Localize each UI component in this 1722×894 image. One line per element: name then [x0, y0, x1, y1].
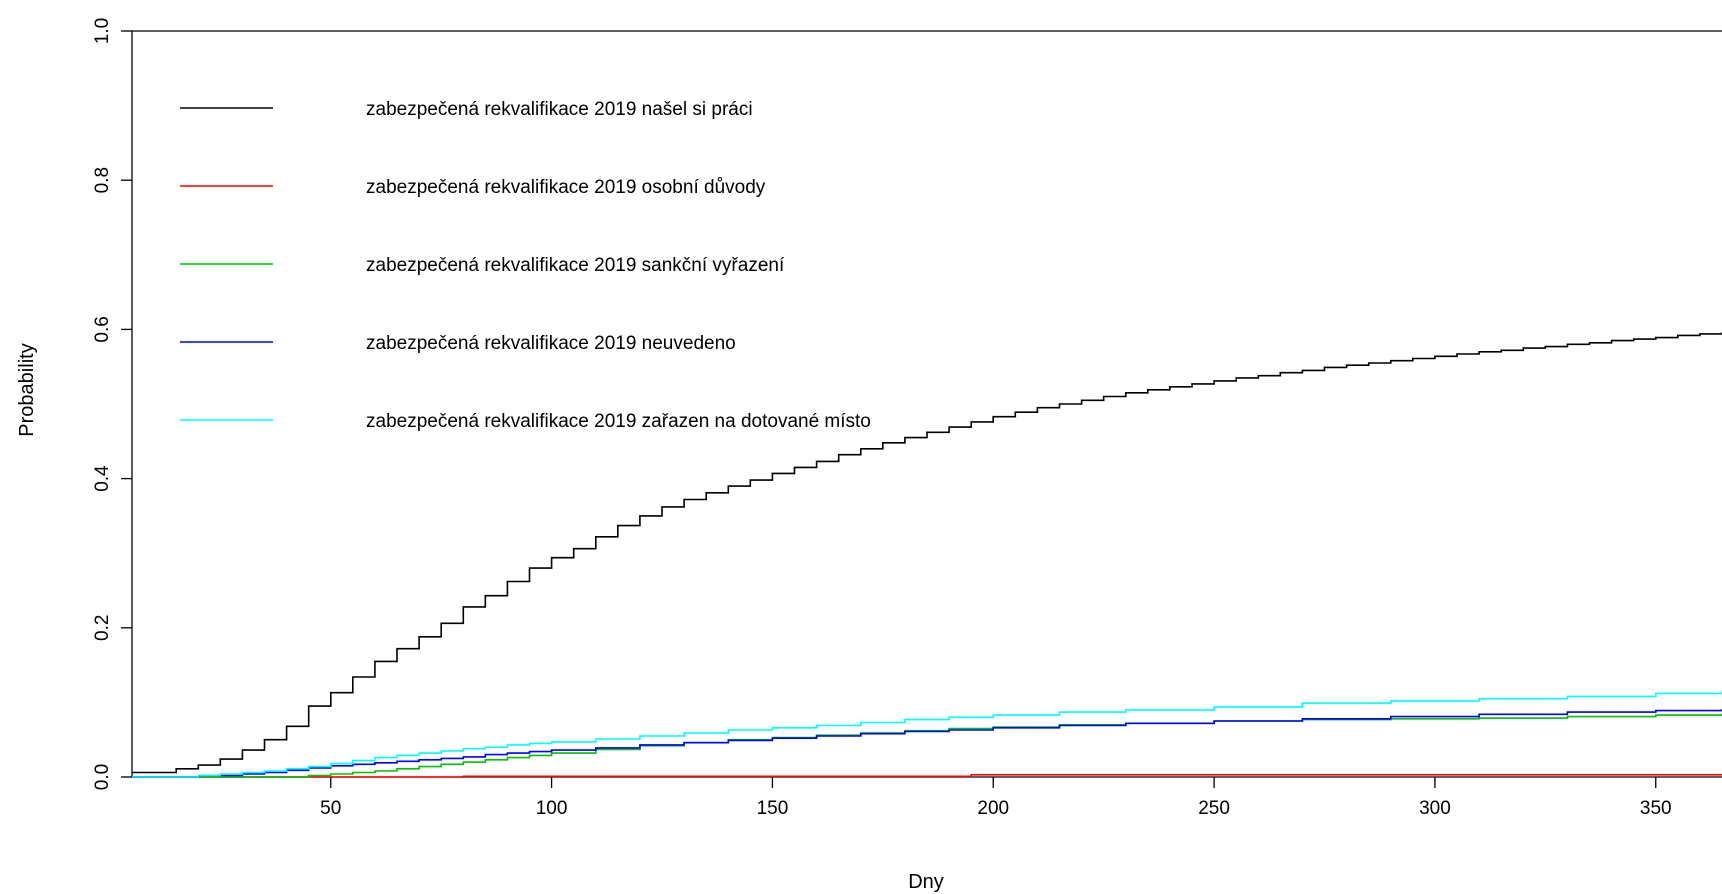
series-line-2 [132, 774, 1722, 778]
x-tick-label: 50 [320, 798, 341, 819]
legend-label-3: zabezpečená rekvalifikace 2019 sankční v… [366, 255, 785, 276]
x-tick-label: 150 [757, 798, 789, 819]
legend-label-4: zabezpečená rekvalifikace 2019 neuvedeno [366, 333, 736, 354]
series-line-4 [132, 709, 1722, 778]
series-line-3 [132, 713, 1722, 778]
series-line-5 [132, 690, 1722, 778]
y-tick-label: 0.4 [92, 465, 113, 492]
legend-label-2: zabezpečená rekvalifikace 2019 osobní dů… [366, 177, 766, 198]
x-axis: 50 100 150 200 250 300 350 [320, 777, 1672, 819]
plot-frame [131, 30, 1722, 778]
y-tick-label: 0.8 [92, 167, 113, 193]
x-tick-label: 250 [1198, 798, 1230, 819]
y-tick-label: 0.2 [92, 615, 113, 641]
y-tick-label: 0.6 [92, 316, 113, 342]
y-axis: 0.0 0.2 0.4 0.6 0.8 1.0 [92, 18, 132, 790]
series-line-1 [132, 332, 1722, 774]
legend: zabezpečená rekvalifikace 2019 našel si … [180, 99, 871, 432]
x-tick-label: 300 [1419, 798, 1451, 819]
x-tick-label: 100 [536, 798, 568, 819]
legend-label-1: zabezpečená rekvalifikace 2019 našel si … [366, 99, 753, 120]
y-tick-label: 0.0 [92, 764, 113, 790]
y-tick-label: 1.0 [92, 18, 113, 44]
x-axis-title: Dny [908, 871, 944, 893]
x-tick-label: 200 [977, 798, 1009, 819]
x-tick-label: 350 [1640, 798, 1672, 819]
y-axis-title: Probability [16, 343, 38, 436]
legend-label-5: zabezpečená rekvalifikace 2019 zařazen n… [366, 411, 871, 432]
plot-area [131, 30, 1722, 778]
